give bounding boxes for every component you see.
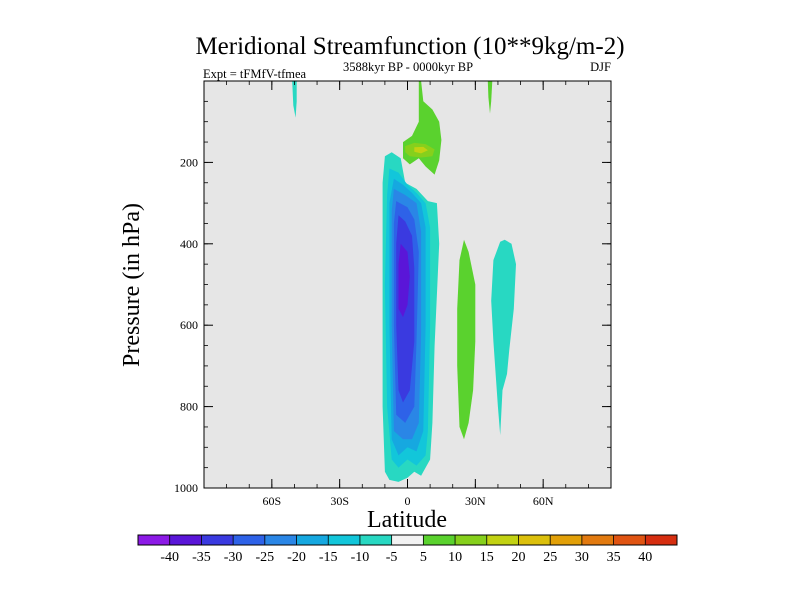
colorbar-frame bbox=[137, 534, 678, 546]
colorbar-swatch bbox=[455, 535, 488, 545]
x-axis-ticks: 60S 30S 0 30N 60N bbox=[262, 81, 554, 508]
y-tick-label: 200 bbox=[180, 155, 198, 169]
y-axis-title: Pressure (in hPa) bbox=[119, 203, 145, 367]
colorbar-swatch bbox=[138, 535, 171, 545]
colorbar-label: 15 bbox=[480, 550, 494, 565]
y-tick-label: 600 bbox=[180, 318, 198, 332]
center-subtitle: 3588kyr BP - 0000kyr BP bbox=[343, 60, 473, 74]
colorbar-label: 10 bbox=[448, 550, 462, 565]
colorbar-label: -10 bbox=[351, 550, 370, 565]
colorbar-swatch bbox=[201, 535, 234, 545]
contour-layer bbox=[292, 81, 516, 482]
y-tick-label: 400 bbox=[180, 237, 198, 251]
colorbar-label: 25 bbox=[543, 550, 557, 565]
colorbar-swatch bbox=[645, 535, 678, 545]
colorbar-label: 20 bbox=[512, 550, 526, 565]
contour-neg-north-band bbox=[491, 239, 516, 436]
colorbar-swatch bbox=[233, 535, 266, 545]
x-tick-label: 30N bbox=[465, 494, 486, 508]
colorbar-swatch bbox=[486, 535, 519, 545]
colorbar-swatch bbox=[359, 535, 392, 545]
colorbar-swatch bbox=[391, 535, 424, 545]
colorbar-swatch bbox=[423, 535, 456, 545]
y-tick-label: 800 bbox=[180, 400, 198, 414]
colorbar-label: -5 bbox=[386, 550, 398, 565]
colorbar-label: 30 bbox=[575, 550, 589, 565]
colorbar-swatch bbox=[328, 535, 361, 545]
y-axis-ticks: 200 400 600 800 1000 bbox=[174, 155, 611, 495]
colorbar-swatch bbox=[264, 535, 297, 545]
colorbar-swatch bbox=[296, 535, 329, 545]
colorbar-label: -20 bbox=[287, 550, 306, 565]
x-tick-label: 30S bbox=[330, 494, 349, 508]
colorbar-label: 5 bbox=[420, 550, 427, 565]
y-tick-label: 1000 bbox=[174, 481, 198, 495]
contour-neg-cell-35 bbox=[398, 243, 410, 318]
colorbar-swatch bbox=[169, 535, 202, 545]
colorbar-swatch bbox=[613, 535, 646, 545]
colorbar-label: -30 bbox=[224, 550, 243, 565]
left-subtitle: Expt = tFMfV-tfmea bbox=[203, 67, 307, 81]
contour-neg-streak-south bbox=[292, 81, 297, 118]
colorbar-label: 40 bbox=[638, 550, 652, 565]
contour-pos-mid-band bbox=[457, 239, 476, 440]
right-subtitle: DJF bbox=[590, 60, 611, 74]
colorbar-label: -35 bbox=[192, 550, 211, 565]
x-tick-label: 60S bbox=[262, 494, 281, 508]
colorbar-swatch bbox=[518, 535, 551, 545]
contour-pos-streak-north bbox=[487, 81, 493, 114]
colorbar: -40 -35 -30 -25 -20 -15 -10 -5 5 10 15 20 25 30 35 40 bbox=[137, 534, 678, 565]
colorbar-label: 35 bbox=[607, 550, 621, 565]
colorbar-label: -25 bbox=[255, 550, 274, 565]
contour-pos-upper-15 bbox=[414, 146, 428, 154]
chart-title: Meridional Streamfunction (10**9kg/m-2) bbox=[195, 33, 624, 60]
x-axis-title: Latitude bbox=[367, 507, 447, 533]
x-tick-label: 60N bbox=[533, 494, 554, 508]
colorbar-swatch bbox=[550, 535, 583, 545]
colorbar-swatch bbox=[581, 535, 614, 545]
colorbar-label: -40 bbox=[160, 550, 179, 565]
colorbar-label: -15 bbox=[319, 550, 338, 565]
x-tick-label: 0 bbox=[405, 494, 411, 508]
